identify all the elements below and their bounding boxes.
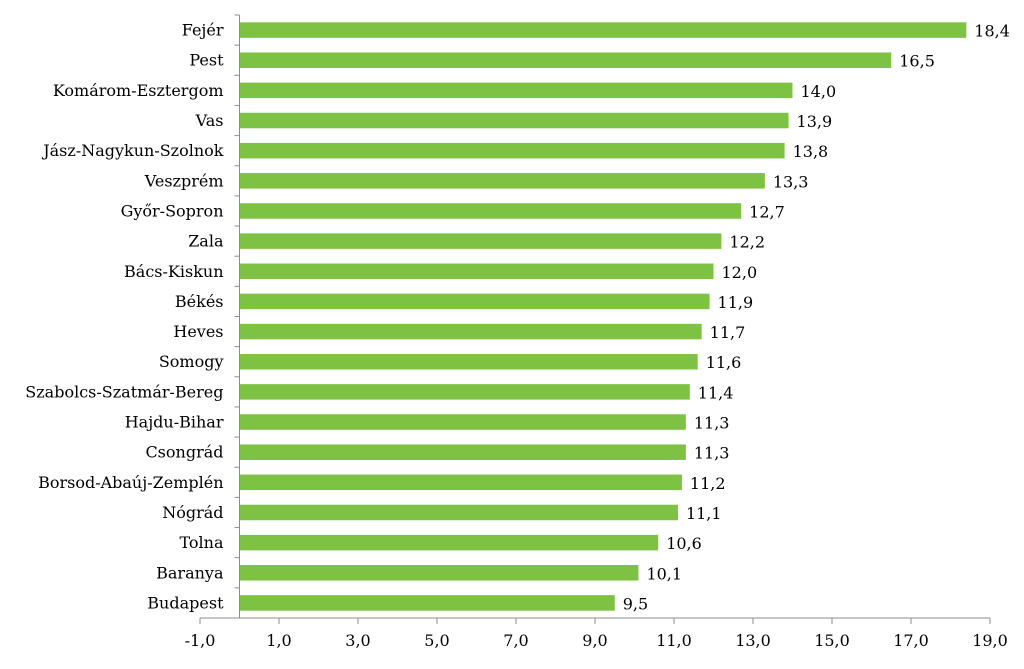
value-label: 12,2: [729, 233, 765, 252]
bar: [239, 444, 686, 460]
x-tick-label: 13,0: [735, 631, 771, 650]
category-label: Heves: [173, 322, 223, 341]
bar: [239, 22, 967, 38]
category-label: Jász-Nagykun-Szolnok: [41, 141, 224, 160]
bar: [239, 474, 682, 491]
x-tick-label: 11,0: [656, 631, 692, 650]
bar: [239, 323, 702, 340]
bar: [239, 534, 659, 551]
category-label: Tolna: [179, 533, 223, 552]
bar: [239, 112, 789, 129]
bar: [239, 82, 793, 99]
x-tick-label: 9,0: [582, 631, 607, 650]
value-label: 13,8: [793, 142, 829, 161]
bars-group: [239, 22, 967, 611]
bar: [239, 384, 690, 400]
x-tick-label: 7,0: [503, 631, 528, 650]
category-label: Csongrád: [145, 443, 223, 462]
category-label: Budapest: [147, 593, 224, 612]
category-label: Békés: [175, 292, 224, 311]
bar: [239, 233, 722, 249]
value-label: 13,3: [773, 172, 809, 191]
category-label: Zala: [188, 232, 224, 251]
value-labels-group: 18,4 16,5 14,0 13,9 13,8 13,3 12,7 12,2 12,0 11,9…: [623, 22, 1010, 614]
x-tick-label: 17,0: [893, 631, 929, 650]
value-label: 11,9: [718, 293, 754, 312]
x-tick-label: -1,0: [185, 631, 216, 650]
value-label: 13,9: [797, 112, 833, 131]
value-label: 11,3: [694, 414, 730, 433]
bar: [239, 565, 639, 581]
category-label: Bács-Kiskun: [124, 262, 223, 281]
value-label: 16,5: [899, 52, 935, 71]
category-label: Vas: [195, 111, 224, 130]
bar: [239, 595, 615, 611]
value-label: 11,4: [698, 383, 734, 402]
value-label: 9,5: [623, 594, 648, 613]
bar: [239, 353, 698, 370]
value-label: 14,0: [801, 82, 837, 101]
bar: [239, 52, 892, 68]
bar: [239, 173, 765, 189]
category-label: Veszprém: [144, 171, 224, 190]
value-label: 11,2: [690, 474, 726, 493]
bar: [239, 504, 678, 521]
value-label: 10,1: [646, 564, 682, 583]
x-tick-label: 19,0: [972, 631, 1008, 650]
category-label: Borsod-Abaúj-Zemplén: [38, 473, 223, 492]
category-label: Komárom-Esztergom: [53, 81, 224, 100]
category-labels-group: Fejér Pest Komárom-Esztergom Vas Jász-Nagyku…: [25, 21, 224, 613]
bar: [239, 203, 742, 219]
bar: [239, 142, 785, 159]
tick-labels-group: -1,0 1,0 3,0 5,0 7,0 9,0 11,0 13,0 15,0 17,0 19,0: [185, 631, 1008, 650]
category-label: Somogy: [159, 352, 224, 371]
x-tick-label: 3,0: [345, 631, 370, 650]
value-label: 11,3: [694, 444, 730, 463]
category-label: Hajdu-Bihar: [125, 413, 224, 432]
x-tick-label: 5,0: [424, 631, 449, 650]
bar: [239, 293, 710, 310]
bar: [239, 414, 686, 430]
category-label: Baranya: [156, 563, 224, 582]
bar: [239, 263, 714, 280]
value-label: 11,6: [706, 353, 742, 372]
value-label: 12,7: [749, 202, 785, 221]
axes-group: [199, 14, 991, 624]
category-label: Pest: [189, 51, 224, 70]
category-label: Nógrád: [162, 503, 223, 522]
value-label: 11,7: [710, 323, 746, 342]
value-label: 11,1: [686, 504, 722, 523]
value-label: 12,0: [722, 263, 758, 282]
category-label: Szabolcs-Szatmár-Bereg: [25, 382, 223, 401]
value-label: 10,6: [666, 534, 702, 553]
category-label: Győr-Sopron: [121, 201, 224, 220]
x-tick-label: 15,0: [814, 631, 850, 650]
x-tick-label: 1,0: [266, 631, 291, 650]
value-label: 18,4: [974, 22, 1010, 41]
category-label: Fejér: [182, 21, 224, 40]
